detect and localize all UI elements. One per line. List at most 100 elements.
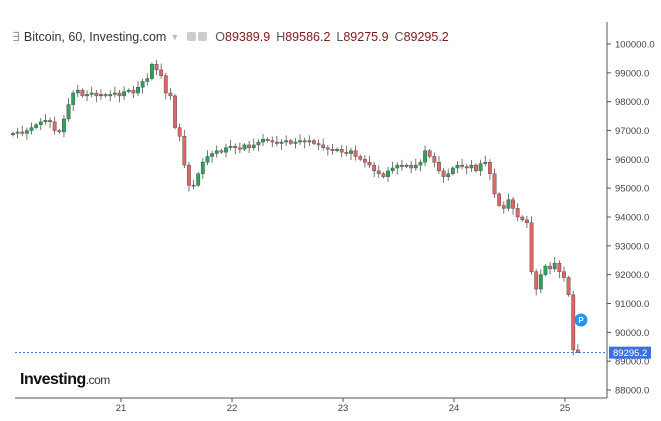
candle-body [20,131,25,134]
candle-body [372,164,377,172]
candle-body [256,141,261,146]
candle-body [62,118,66,133]
candle-body [432,156,437,163]
candle-body [205,156,210,163]
candle-body [112,92,117,95]
eye-icon[interactable] [187,32,197,41]
candle [543,264,548,277]
candle [233,143,238,155]
candle [501,201,506,214]
candle [409,161,414,174]
candle-body [381,173,386,177]
candle-body [261,138,265,143]
candle-body [168,92,173,97]
candle [85,90,89,102]
candle [270,136,275,148]
candle-body [376,170,381,174]
candle-body [302,140,307,143]
candle-body [108,94,113,97]
candle [34,123,39,130]
candle [242,143,247,151]
candle [353,145,358,161]
candle-body [437,162,441,172]
candle [307,135,312,147]
candle-body [312,140,316,144]
logo-suffix: .com [85,373,111,387]
candle [191,180,196,190]
close-value: 89295.2 [403,29,449,44]
candle [464,163,469,175]
candle [437,155,441,174]
candle-body [390,167,395,172]
candle [265,137,270,143]
candle-body [321,144,326,149]
candle-body [187,164,191,186]
candle [427,148,432,159]
candle [71,90,76,111]
candle [321,138,326,151]
candle [149,62,154,81]
candle [492,168,497,198]
candle [237,142,242,154]
low-value: 89275.9 [343,29,389,44]
candle-body [400,164,404,167]
candle-body [362,159,367,163]
candle [112,86,117,98]
candle [57,128,62,134]
close-label: C [394,29,404,44]
candle-body [404,164,409,167]
candle-body [85,94,89,97]
candle-body [265,138,270,141]
candle-body [534,271,539,290]
candle [487,159,492,181]
candle-body [24,130,29,134]
candle [552,256,557,272]
marker-icon[interactable] [574,313,588,327]
candle [15,127,20,139]
candle-body [154,63,159,71]
candle-body [386,170,390,177]
candle-body [275,141,279,144]
candle [339,145,344,158]
candle-body [38,121,43,125]
y-tick-label: 95000.0 [615,184,649,195]
candle-body [279,141,284,144]
candle [325,144,330,156]
candle [187,162,191,192]
candle-body [103,94,108,97]
candle-body [423,150,427,163]
candle [205,150,210,166]
candle [497,192,502,208]
gear-icon[interactable] [198,32,208,41]
symbol-title[interactable]: Bitcoin, 60, Investing.com [23,29,167,44]
collapse-icon[interactable]: ∃ [12,30,20,44]
chevron-down-icon[interactable]: ▼ [170,31,180,42]
investing-logo[interactable]: Investing.com [20,371,110,389]
candle-body [288,140,293,144]
candle-body [335,149,339,151]
open-value: 89389.9 [225,29,271,44]
candle-body [529,222,534,272]
candle [200,158,205,179]
candle-body [57,130,62,133]
candle [413,158,418,171]
candle [525,215,529,228]
candle-body [251,144,256,149]
candle-body [75,89,80,94]
candle [534,268,539,296]
candle-body [469,164,474,169]
candle-body [566,277,571,296]
candle [529,216,534,275]
high-value: 89586.2 [285,29,331,44]
candle-body [460,164,465,167]
candle [117,90,122,103]
candle-body [330,149,335,151]
y-tick-label: 98000.0 [615,97,649,108]
candle-body [89,92,94,95]
candle-body [543,265,548,275]
candle-body [284,140,289,143]
high-label: H [276,29,286,44]
candle-body [52,121,57,131]
candle-body [316,143,321,146]
